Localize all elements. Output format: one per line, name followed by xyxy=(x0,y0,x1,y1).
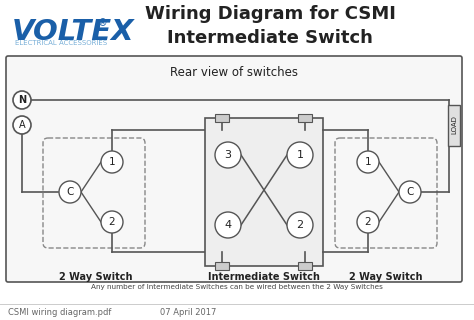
FancyBboxPatch shape xyxy=(298,114,312,122)
Text: C: C xyxy=(406,187,414,197)
FancyBboxPatch shape xyxy=(215,262,229,270)
Text: 1: 1 xyxy=(365,157,371,167)
Text: 2: 2 xyxy=(296,220,303,230)
Circle shape xyxy=(399,181,421,203)
FancyBboxPatch shape xyxy=(298,262,312,270)
Circle shape xyxy=(215,212,241,238)
Text: VOLTEX: VOLTEX xyxy=(12,18,135,46)
FancyBboxPatch shape xyxy=(6,56,462,282)
Text: Wiring Diagram for CSMI
Intermediate Switch: Wiring Diagram for CSMI Intermediate Swi… xyxy=(145,5,395,47)
Circle shape xyxy=(287,142,313,168)
Circle shape xyxy=(13,91,31,109)
Text: LOAD: LOAD xyxy=(452,116,457,134)
Circle shape xyxy=(357,211,379,233)
FancyBboxPatch shape xyxy=(205,118,323,266)
Text: 2: 2 xyxy=(365,217,371,227)
Text: 3: 3 xyxy=(225,150,231,160)
Text: 4: 4 xyxy=(224,220,232,230)
Circle shape xyxy=(13,116,31,134)
Circle shape xyxy=(357,151,379,173)
Text: 2: 2 xyxy=(109,217,115,227)
Text: 07 April 2017: 07 April 2017 xyxy=(160,308,216,317)
Circle shape xyxy=(287,212,313,238)
Text: Rear view of switches: Rear view of switches xyxy=(170,66,298,79)
Text: N: N xyxy=(18,95,26,105)
Circle shape xyxy=(215,142,241,168)
Text: C: C xyxy=(66,187,73,197)
Text: ELECTRICAL ACCESSORIES: ELECTRICAL ACCESSORIES xyxy=(15,40,107,46)
Circle shape xyxy=(59,181,81,203)
Text: 2 Way Switch: 2 Way Switch xyxy=(349,272,423,282)
Text: CSMI wiring diagram.pdf: CSMI wiring diagram.pdf xyxy=(8,308,111,317)
Circle shape xyxy=(101,151,123,173)
Circle shape xyxy=(101,211,123,233)
Text: Any number of Intermediate Switches can be wired between the 2 Way Switches: Any number of Intermediate Switches can … xyxy=(91,284,383,290)
Text: 1: 1 xyxy=(297,150,303,160)
FancyBboxPatch shape xyxy=(448,105,461,146)
Text: Intermediate Switch: Intermediate Switch xyxy=(208,272,320,282)
Text: ®: ® xyxy=(98,18,108,28)
Text: A: A xyxy=(18,120,25,130)
Text: 2 Way Switch: 2 Way Switch xyxy=(59,272,133,282)
FancyBboxPatch shape xyxy=(215,114,229,122)
Text: 1: 1 xyxy=(109,157,115,167)
